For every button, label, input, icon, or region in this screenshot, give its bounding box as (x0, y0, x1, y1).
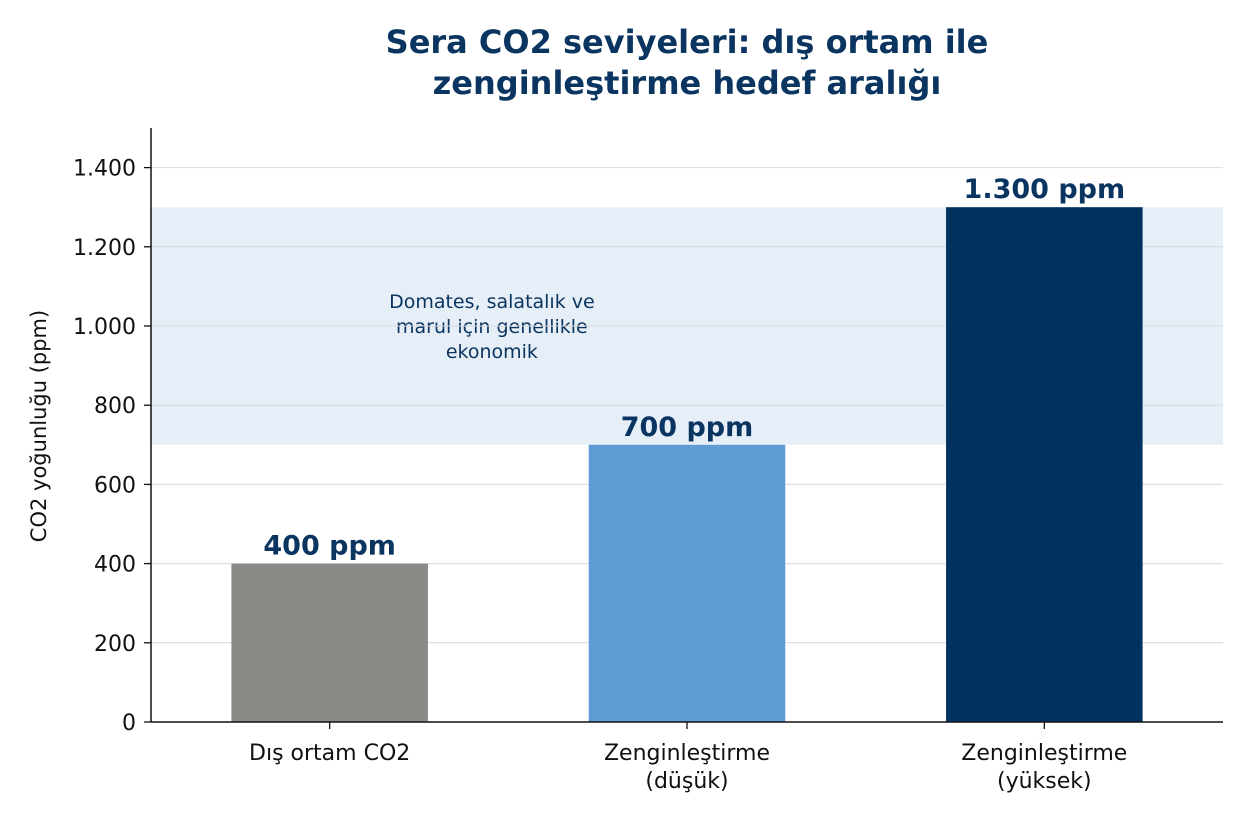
y-axis-label: CO2 yoğunluğu (ppm) (27, 310, 51, 542)
bar-1 (231, 563, 428, 722)
y-tick-label: 0 (122, 711, 136, 736)
x-tick-label: Zenginleştirme (604, 741, 770, 766)
band-annotation-line-1: Domates, salatalık ve (389, 291, 595, 313)
band-annotation-line-3: ekonomik (446, 341, 538, 363)
bar-value-label-3: 1.300 ppm (964, 174, 1126, 205)
bar-value-label-2: 700 ppm (621, 412, 754, 443)
y-tick-label: 400 (94, 553, 136, 578)
y-tick-label: 800 (94, 394, 136, 419)
x-tick-label: Zenginleştirme (961, 741, 1127, 766)
x-tick-label: Dış ortam CO2 (249, 741, 410, 766)
band-annotation-line-2: marul için genellikle (396, 316, 588, 338)
y-tick-label: 1.400 (73, 157, 136, 182)
y-tick-label: 1.200 (73, 236, 136, 261)
bar-value-label-1: 400 ppm (263, 531, 396, 562)
y-tick-label: 600 (94, 473, 136, 498)
chart-title-line-1: Sera CO2 seviyeleri: dış ortam ile (386, 23, 989, 61)
chart-title-line-2: zenginleştirme hedef aralığı (433, 64, 942, 102)
y-tick-label: 200 (94, 632, 136, 657)
x-tick-label: (yüksek) (997, 769, 1092, 794)
bar-2 (588, 444, 786, 722)
bar-3 (946, 207, 1143, 722)
x-tick-label: (düşük) (645, 769, 728, 794)
y-tick-label: 1.000 (73, 315, 136, 340)
